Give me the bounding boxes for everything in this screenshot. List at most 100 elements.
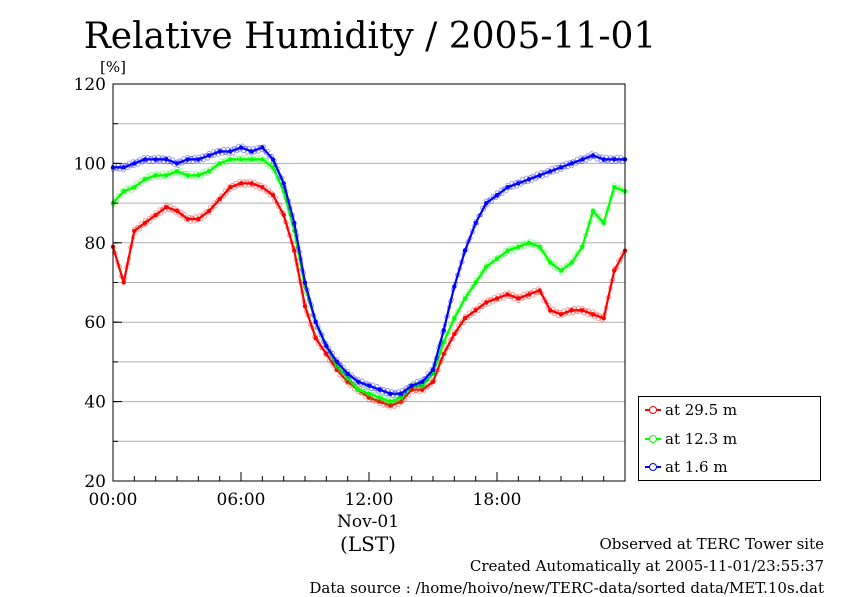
y-tick-label: 40 [84, 393, 106, 413]
data-point [462, 248, 468, 253]
series-2 [110, 143, 628, 399]
series-0 [110, 178, 628, 410]
data-point [505, 292, 510, 297]
data-point [228, 149, 233, 154]
data-point [601, 157, 606, 162]
data-point [484, 264, 489, 269]
data-point [494, 193, 500, 198]
data-point [388, 391, 393, 396]
data-point [580, 244, 585, 249]
data-point [612, 268, 617, 273]
x-tick-label: 00:00 [89, 490, 138, 510]
series-line [112, 158, 626, 403]
data-point [580, 308, 585, 313]
data-point [430, 371, 436, 376]
ticks: 20 40 60 80 100 120 00:00 06:00 12:00 18:00 [74, 75, 626, 510]
data-point [569, 308, 574, 313]
data-point [196, 216, 201, 222]
series-1 [110, 154, 628, 407]
data-point [238, 157, 244, 162]
data-point [516, 244, 521, 249]
data-point [292, 220, 297, 226]
data-point [601, 316, 606, 321]
data-point [452, 316, 457, 321]
legend-label: at 1.6 m [665, 458, 728, 476]
data-point [558, 165, 564, 170]
data-point [366, 391, 372, 396]
data-point [484, 300, 489, 305]
data-point [398, 395, 404, 400]
data-point [473, 220, 478, 226]
y-tick-label: 20 [84, 472, 106, 492]
legend-item-29-5m: at 29.5 m [645, 401, 737, 419]
data-point [462, 296, 468, 301]
data-point [142, 177, 148, 182]
data-point [132, 185, 137, 190]
data-point [142, 157, 148, 162]
legend-label: at 12.3 m [665, 430, 738, 448]
data-point [452, 284, 457, 289]
data-point [324, 343, 329, 349]
series-point-cloud [242, 183, 248, 188]
data-point [484, 200, 489, 206]
data-point [302, 304, 308, 309]
data-point [292, 248, 297, 253]
data-point [174, 169, 180, 174]
y-tick-label: 120 [74, 75, 106, 95]
data-point [217, 149, 222, 154]
data-point [324, 351, 329, 357]
series-point-cloud [221, 146, 226, 152]
series-point-cloud [341, 371, 346, 376]
data-point [302, 280, 308, 285]
data-point [377, 399, 382, 404]
data-point [164, 204, 169, 210]
data-point [473, 308, 478, 313]
data-point [537, 288, 542, 293]
data-point [569, 260, 574, 265]
legend-item-12-3m: at 12.3 m [645, 430, 737, 448]
data-point [164, 173, 169, 178]
footer-data-source: Data source : /home/hoivo/new/TERC-data/… [309, 579, 824, 597]
data-point [132, 161, 137, 166]
x-date-label: Nov-01 [337, 512, 399, 532]
data-point [516, 296, 521, 301]
data-point [441, 351, 446, 357]
data-point [526, 292, 532, 297]
data-point [462, 316, 468, 321]
data-point [228, 157, 233, 162]
data-point [132, 228, 137, 234]
y-axis-label: [%] [100, 58, 126, 76]
data-point [505, 185, 510, 190]
data-point [420, 387, 425, 392]
data-point [196, 157, 201, 162]
data-point [590, 153, 596, 158]
data-point [612, 157, 617, 162]
data-point [196, 173, 201, 178]
data-point [430, 367, 436, 372]
data-point [377, 387, 382, 392]
data-point [441, 339, 446, 345]
data-point [548, 308, 553, 313]
y-tick-label: 100 [74, 154, 106, 174]
data-point [153, 157, 158, 162]
data-point [249, 181, 254, 186]
series-layer [110, 143, 628, 410]
data-point [249, 149, 254, 154]
data-point [260, 185, 265, 190]
legend-swatch-blue [645, 462, 661, 472]
data-point [516, 181, 521, 186]
data-point [356, 379, 361, 384]
series-point-cloud [117, 193, 122, 198]
data-point [174, 208, 180, 214]
legend: at 29.5 m at 12.3 m at 1.6 m [638, 396, 821, 481]
data-point [612, 185, 617, 190]
data-point [558, 312, 564, 317]
x-tick-label: 18:00 [473, 490, 522, 510]
data-point [558, 268, 564, 273]
data-point [526, 177, 532, 182]
data-point [590, 208, 596, 214]
data-point [334, 363, 340, 369]
data-point [388, 399, 393, 404]
data-point [345, 371, 350, 376]
